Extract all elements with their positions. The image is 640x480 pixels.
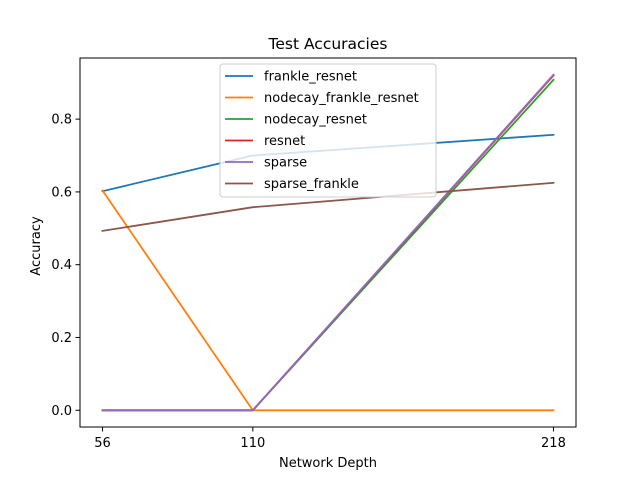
legend-box bbox=[219, 63, 437, 198]
legend-label-sparse_frankle: sparse_frankle bbox=[264, 177, 359, 192]
legend-label-nodecay_resnet: nodecay_resnet bbox=[264, 113, 367, 128]
x-tick-label: 218 bbox=[541, 436, 566, 451]
x-axis-label: Network Depth bbox=[279, 456, 377, 471]
series-line-sparse_frankle bbox=[101, 181, 555, 232]
legend-label-frankle_resnet: frankle_resnet bbox=[264, 70, 357, 85]
x-tick-label: 56 bbox=[94, 436, 111, 451]
y-tick-label: 0.4 bbox=[51, 258, 72, 273]
y-tick-label: 0.0 bbox=[51, 404, 72, 419]
y-axis-ticks: 0.0 0.2 0.4 0.6 0.8 bbox=[51, 113, 80, 419]
y-axis-label: Accuracy bbox=[29, 216, 44, 276]
y-tick-label: 0.2 bbox=[51, 331, 72, 346]
legend: frankle_resnet nodecay_frankle_resnetnode… bbox=[219, 63, 437, 198]
y-tick-label: 0.8 bbox=[51, 113, 72, 128]
series-layer bbox=[101, 73, 555, 412]
legend-label-sparse: sparse bbox=[264, 156, 307, 171]
series-line-sparse bbox=[101, 73, 555, 412]
legend-label-nodecay_frankle_resnet: nodecay_frankle_resnet bbox=[264, 91, 419, 106]
plot-area-frame bbox=[79, 57, 577, 428]
chart-title: Test Accuracies bbox=[268, 35, 388, 53]
y-tick-label: 0.6 bbox=[51, 185, 72, 200]
x-axis-ticks: 56 110 218 bbox=[94, 427, 566, 451]
x-tick-label: 110 bbox=[240, 436, 265, 451]
legend-label-resnet: resnet bbox=[264, 134, 305, 149]
